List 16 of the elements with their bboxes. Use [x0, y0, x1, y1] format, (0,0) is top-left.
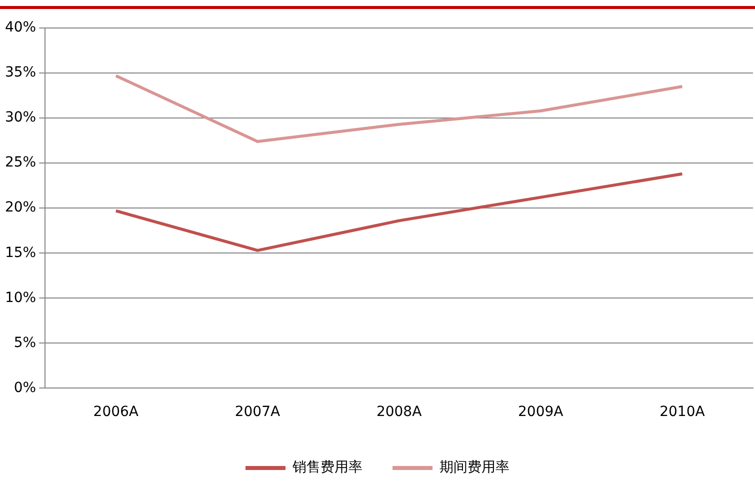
y-tick-label: 20% [4, 200, 36, 216]
y-tick-label: 15% [4, 244, 36, 261]
x-tick-label: 2010A [660, 404, 706, 420]
y-tick-label: 30% [4, 110, 36, 126]
y-tick-label: 5% [14, 334, 36, 351]
y-tick-label: 35% [4, 64, 36, 81]
legend-label: 销售费用率 [292, 460, 362, 476]
y-tick-label: 25% [4, 154, 36, 171]
y-tick-label: 0% [14, 380, 36, 396]
x-tick-label: 2009A [518, 404, 564, 420]
x-tick-label: 2007A [234, 404, 280, 420]
legend-label: 期间费用率 [440, 460, 510, 476]
x-tick-label: 2006A [93, 404, 139, 420]
x-tick-label: 2008A [376, 404, 422, 420]
y-tick-label: 40% [4, 20, 36, 36]
y-tick-label: 10% [4, 290, 36, 306]
